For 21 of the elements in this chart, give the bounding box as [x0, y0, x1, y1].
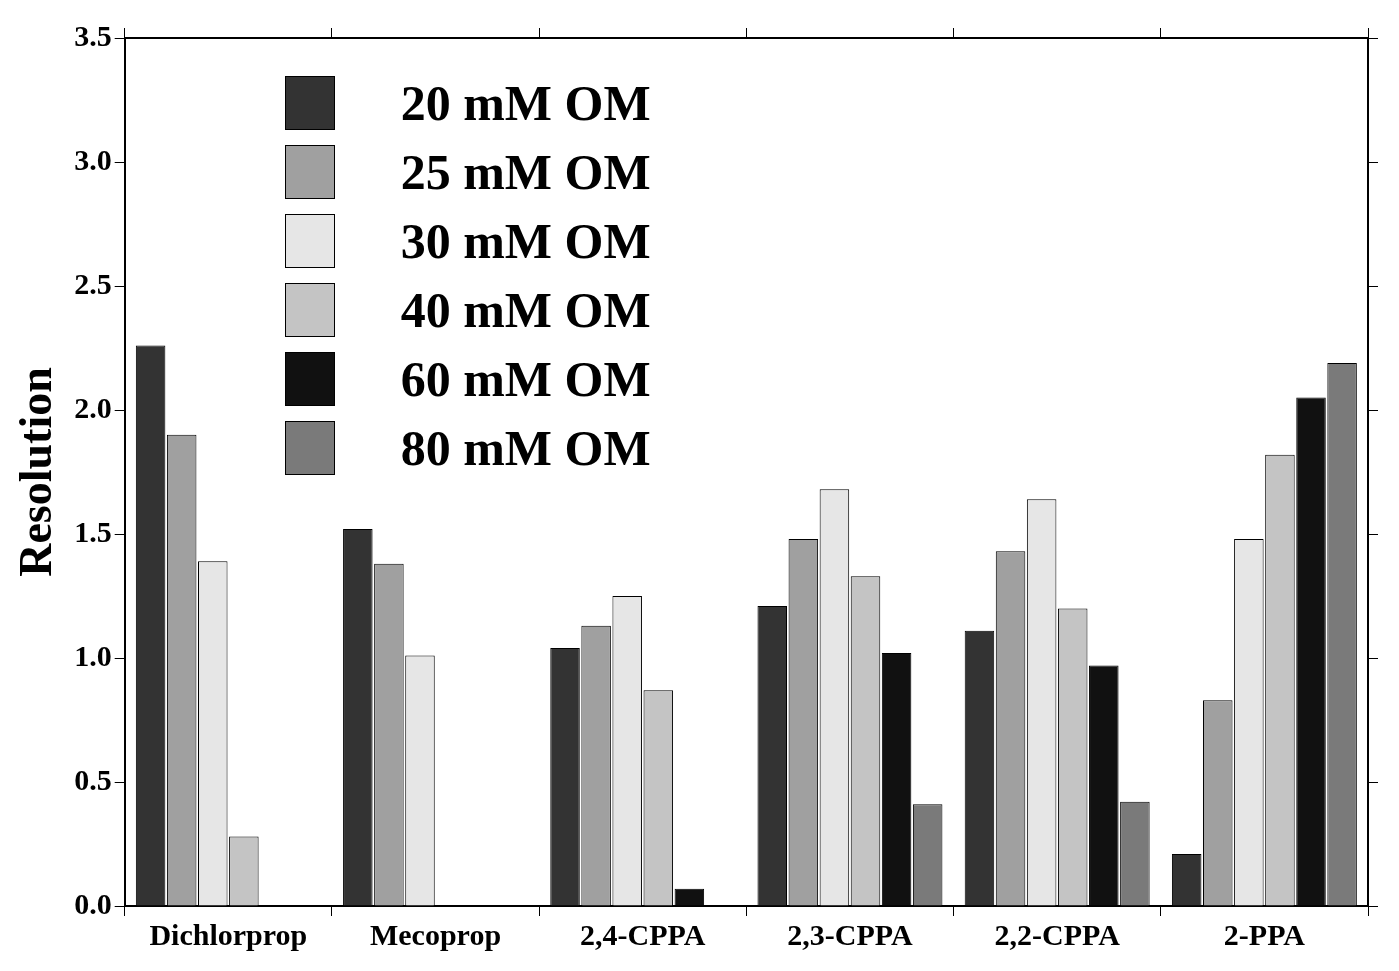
y-tick-label: 3.5 [74, 18, 112, 52]
y-tick-label: 1.0 [74, 638, 112, 672]
y-tick-label: 1.5 [74, 514, 112, 548]
legend-label: 80 mM OM [400, 418, 651, 477]
x-tick-label: 2,2-CPPA [994, 917, 1121, 951]
y-tick-label: 0.5 [74, 762, 112, 796]
y-tick-label: 3.0 [74, 142, 112, 176]
x-tick-label: Mecoprop [369, 917, 502, 951]
legend-label: 30 mM OM [400, 211, 651, 270]
legend-label: 25 mM OM [400, 142, 651, 201]
y-tick-label: 2.5 [74, 266, 112, 300]
x-tick-label: 2,4-CPPA [580, 917, 706, 951]
x-tick-label: 2,3-CPPA [787, 917, 913, 951]
x-tick-label: Dichlorprop [149, 917, 308, 951]
y-axis-title: Resolution [10, 367, 62, 577]
legend-label: 20 mM OM [400, 73, 651, 132]
legend-label: 40 mM OM [400, 280, 651, 339]
y-tick-label: 2.0 [74, 390, 112, 424]
legend-label: 60 mM OM [400, 349, 651, 408]
x-tick-label: 2-PPA [1223, 917, 1306, 951]
y-tick-label: 0.0 [74, 886, 112, 920]
